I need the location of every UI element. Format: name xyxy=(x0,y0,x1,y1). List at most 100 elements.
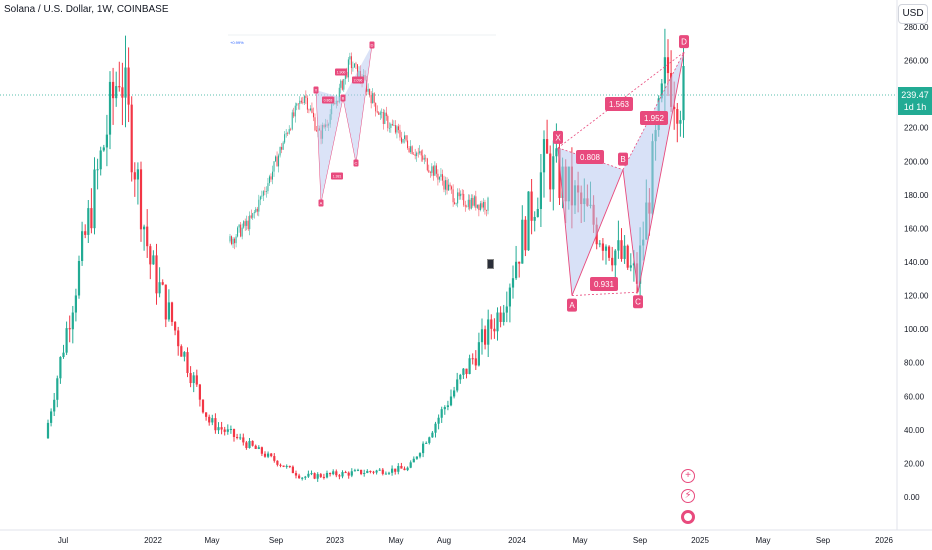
candle-body xyxy=(201,399,205,413)
candle-body xyxy=(391,468,394,473)
inset-candle-body xyxy=(452,189,454,203)
inset-candle-body xyxy=(279,147,281,156)
price-tick-label: 140.00 xyxy=(904,258,929,267)
candle-body xyxy=(611,257,614,266)
candle-body xyxy=(74,295,77,313)
candle-body xyxy=(130,104,133,173)
inset-pattern-leg xyxy=(320,97,344,204)
plus-icon[interactable]: + xyxy=(681,469,695,483)
candle-body xyxy=(530,191,533,221)
candle-body xyxy=(254,445,257,449)
candle-body xyxy=(604,246,608,251)
inset-candle-body xyxy=(252,213,254,218)
time-tick-label: 2022 xyxy=(144,536,162,545)
inset-candle-body xyxy=(284,134,286,143)
candle-body xyxy=(546,139,549,154)
candle-body xyxy=(260,447,263,454)
inset-candle-body xyxy=(232,238,234,245)
inset-candle-body xyxy=(288,129,290,134)
candle-body xyxy=(425,442,428,444)
inset-candle-body xyxy=(300,100,302,103)
inset-candle-body xyxy=(302,102,304,104)
candle-body xyxy=(217,427,220,431)
inset-candle-body xyxy=(432,166,434,176)
candle-body xyxy=(418,453,422,457)
candle-body xyxy=(77,260,81,296)
candle-body xyxy=(502,312,505,322)
bar-countdown: 1d 1h xyxy=(903,102,927,112)
pattern-ratio-label: 0.931 xyxy=(594,280,615,289)
price-tick-label: 200.00 xyxy=(904,157,929,166)
inset-candle-body xyxy=(458,192,460,197)
candle-body xyxy=(139,169,143,230)
inset-candle-body xyxy=(308,109,310,111)
inset-candle-body xyxy=(393,125,395,126)
inset-candle-body xyxy=(343,78,345,90)
inset-candle-body xyxy=(271,171,273,180)
inset-candle-body xyxy=(240,224,242,237)
harmonic-pattern: X A B C D 0.808 0.931 1.563 1.952 xyxy=(553,35,689,312)
price-tick-label: 0.00 xyxy=(904,493,920,502)
candle-body xyxy=(332,471,335,475)
candle-body xyxy=(511,278,515,288)
inset-candle-body xyxy=(303,96,305,103)
candle-body xyxy=(369,470,372,472)
candle-body xyxy=(363,473,366,475)
time-tick-label: 2025 xyxy=(691,536,709,545)
inset-pattern-leg xyxy=(355,44,373,164)
candle-body xyxy=(372,471,375,473)
candle-body xyxy=(251,440,254,446)
candle-body xyxy=(158,282,161,294)
candle-body xyxy=(298,475,301,479)
last-price-value: 239.47 xyxy=(901,90,929,100)
candle-body xyxy=(174,321,177,331)
candle-body xyxy=(248,440,251,448)
inset-candle-body xyxy=(487,197,489,211)
candle-body xyxy=(53,399,56,412)
candle-body xyxy=(375,470,378,473)
candle-body xyxy=(614,250,617,266)
inset-candle-body xyxy=(441,174,443,181)
inset-candle-body xyxy=(373,93,375,103)
inset-candle-body xyxy=(259,196,261,200)
currency-button[interactable]: USD xyxy=(898,4,928,24)
inset-candle-body xyxy=(268,176,270,184)
candle-body xyxy=(84,231,87,235)
last-price-tag: 239.47 1d 1h xyxy=(898,87,932,115)
candle-body xyxy=(325,472,329,478)
inset-candle-body xyxy=(350,56,352,69)
flag-icon[interactable] xyxy=(681,510,695,524)
candle-body xyxy=(344,472,347,474)
inset-candle-body xyxy=(425,157,427,159)
inset-candle-body xyxy=(420,151,422,156)
inset-candle-body xyxy=(244,221,246,226)
candle-body xyxy=(471,358,474,360)
inset-candle-body xyxy=(446,180,448,191)
candle-body xyxy=(536,208,539,217)
inset-candle-body xyxy=(479,203,481,211)
candle-body xyxy=(350,471,353,476)
candle-body xyxy=(620,240,623,259)
candle-body xyxy=(127,67,130,105)
time-tick-label: 2026 xyxy=(875,536,893,545)
candle-body xyxy=(214,418,217,431)
candle-body xyxy=(313,473,316,479)
inset-candle-body xyxy=(431,166,433,173)
pattern-leg xyxy=(622,169,639,293)
candle-body xyxy=(149,246,152,265)
lightning-icon[interactable]: ⚡ xyxy=(681,489,695,503)
time-axis[interactable]: Jul 2022 May Sep 2023 May Aug 2024 May Sep 2025 May… xyxy=(0,529,932,545)
candle-body xyxy=(263,453,267,457)
candle-body xyxy=(468,358,471,374)
price-axis[interactable]: 0.00 20.00 40.00 60.00 80.00 100.00 120.00 140.… xyxy=(896,0,929,530)
inset-candle-body xyxy=(340,80,342,88)
pattern-point-label-bg xyxy=(618,152,628,166)
price-tick-label: 220.00 xyxy=(904,124,929,133)
inset-candle-body xyxy=(467,199,469,207)
candle-body xyxy=(356,469,360,471)
inset-candle-body xyxy=(290,129,292,130)
candle-body xyxy=(666,57,670,74)
candle-body xyxy=(679,120,682,124)
pattern-leg xyxy=(557,147,573,296)
